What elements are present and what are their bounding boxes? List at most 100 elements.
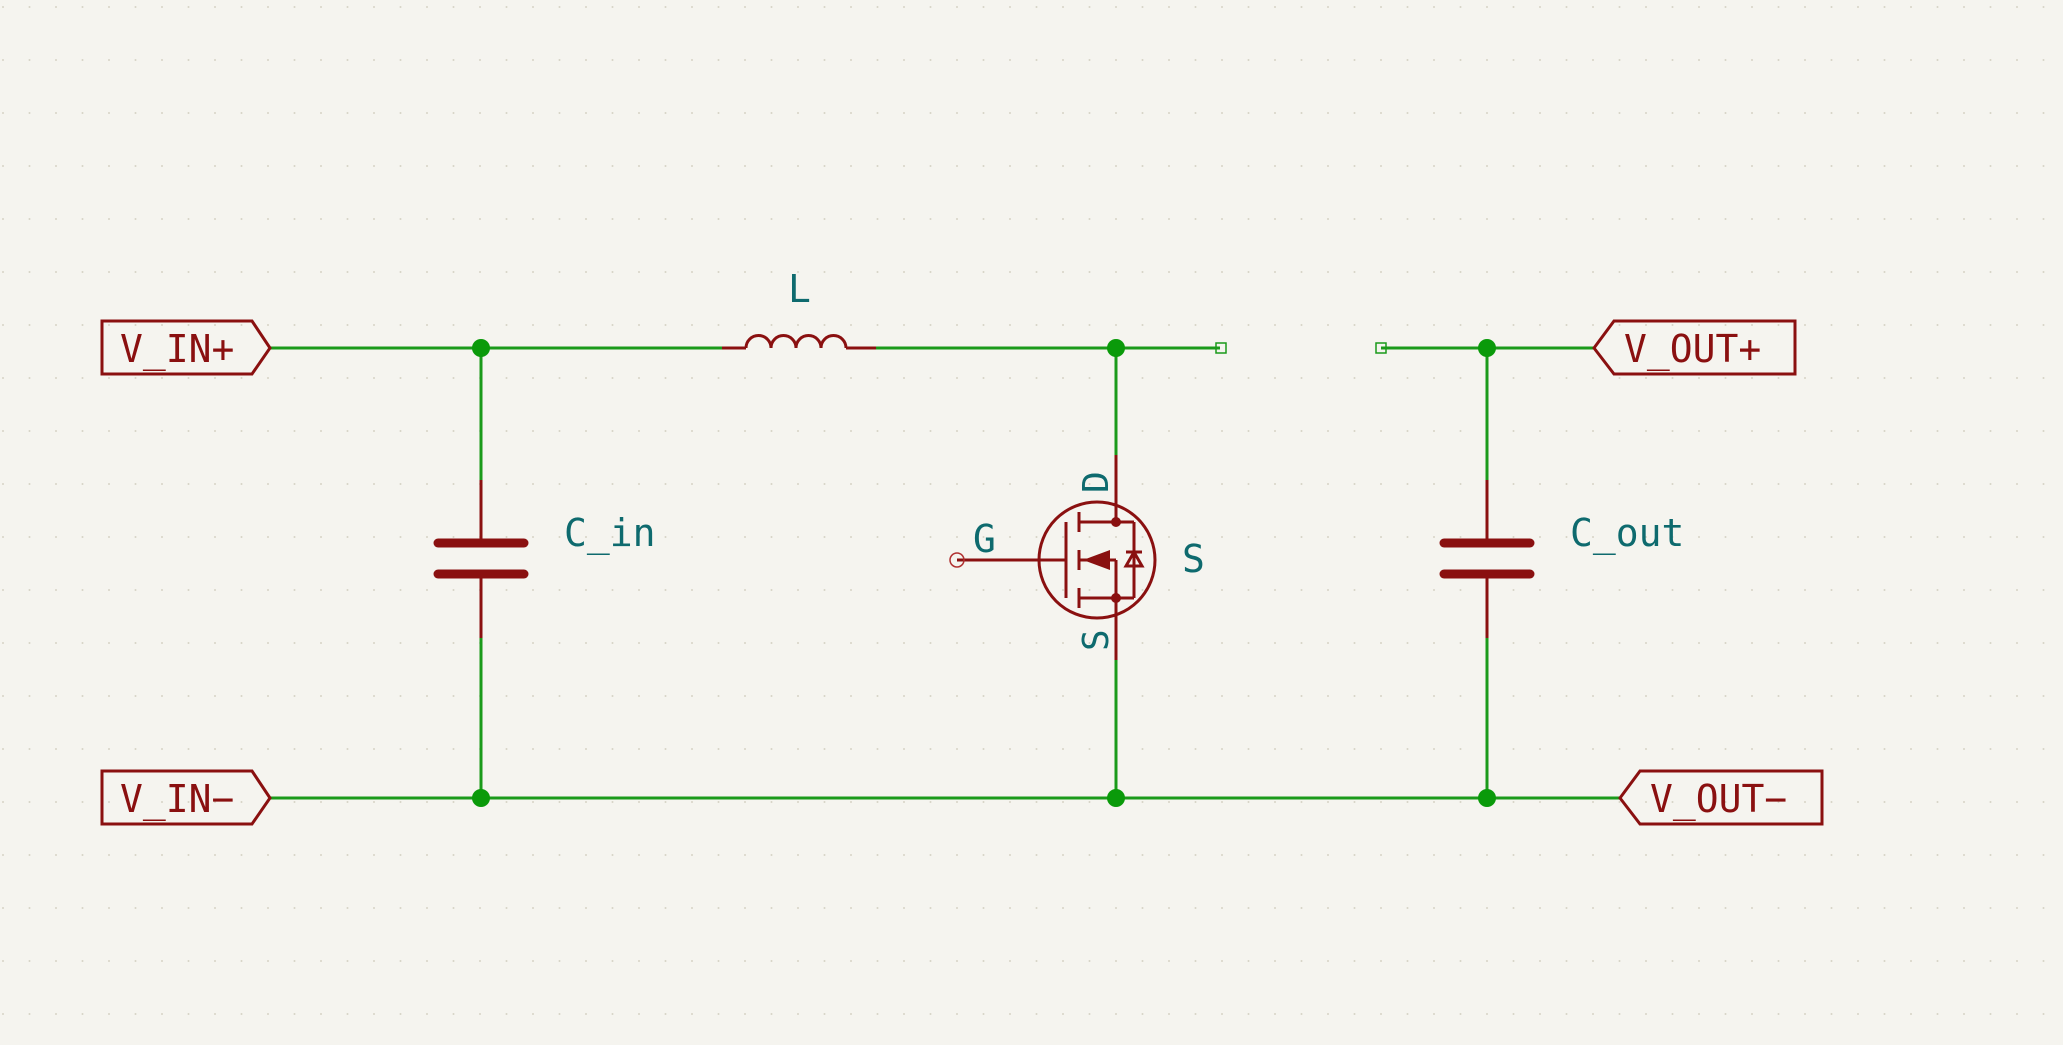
- grid-dot: [346, 801, 349, 803]
- grid-dot: [611, 165, 614, 167]
- wire-open-end-marker[interactable]: [1215, 342, 1227, 354]
- grid-dot: [214, 642, 216, 644]
- grid-dot: [1168, 907, 1170, 909]
- grid-dot: [161, 165, 163, 167]
- junction-dot[interactable]: [1107, 789, 1125, 807]
- grid-dot: [532, 271, 534, 273]
- grid-dot: [1963, 271, 1965, 273]
- grid-dot: [1910, 59, 1912, 61]
- grid-dot: [1009, 165, 1011, 167]
- grid-dot: [1459, 430, 1462, 432]
- grid-dot: [1141, 165, 1144, 167]
- capacitor-cout-symbol[interactable]: C_out: [1439, 480, 1684, 638]
- grid-dot: [505, 377, 508, 379]
- inductor-symbol[interactable]: L: [722, 267, 876, 350]
- grid-dot: [28, 6, 31, 8]
- wire-open-end-marker[interactable]: [1375, 342, 1387, 354]
- capacitor-cin-symbol[interactable]: C_in: [433, 480, 656, 638]
- port-vout-minus[interactable]: V_OUT−: [1618, 769, 1824, 826]
- grid-dot: [1353, 695, 1356, 697]
- grid-dot: [1830, 377, 1833, 379]
- grid-dot: [956, 112, 958, 114]
- grid-dot: [1777, 748, 1780, 750]
- grid-dot: [28, 536, 31, 538]
- grid-dot: [1141, 695, 1144, 697]
- grid-dot: [1883, 801, 1886, 803]
- grid-dot: [1459, 271, 1462, 273]
- grid-dot: [1221, 801, 1223, 803]
- grid-dot: [293, 165, 296, 167]
- grid-dot: [823, 536, 826, 538]
- port-vin-plus[interactable]: V_IN+: [100, 319, 272, 376]
- grid-dot: [1565, 960, 1568, 962]
- grid-dot: [1141, 960, 1144, 962]
- mosfet-symbol[interactable]: G S D S: [949, 455, 1205, 660]
- grid-dot: [1910, 536, 1912, 538]
- grid-dot: [214, 536, 216, 538]
- grid-dot: [1274, 271, 1276, 273]
- grid-dot: [1062, 324, 1064, 326]
- grid-dot: [1274, 907, 1276, 909]
- grid-dot: [452, 165, 455, 167]
- port-vout-plus[interactable]: V_OUT+: [1592, 319, 1797, 376]
- inductor-label: L: [788, 267, 811, 311]
- junction-dot[interactable]: [472, 339, 490, 357]
- grid-dot: [320, 377, 322, 379]
- grid-dot: [108, 960, 110, 962]
- grid-dot: [452, 112, 455, 114]
- junction-dot[interactable]: [1478, 339, 1496, 357]
- grid-dot: [320, 960, 322, 962]
- grid-dot: [320, 748, 322, 750]
- grid-dot: [1724, 483, 1727, 485]
- grid-dot: [1300, 6, 1303, 8]
- grid-dot: [611, 218, 614, 220]
- grid-dot: [717, 324, 720, 326]
- grid-dot: [1009, 430, 1011, 432]
- grid-dot: [1512, 324, 1515, 326]
- gate-pin-end[interactable]: [949, 552, 965, 568]
- grid-dot: [1062, 483, 1064, 485]
- grid-dot: [161, 377, 163, 379]
- grid-dot: [346, 748, 349, 750]
- grid-dot: [346, 218, 349, 220]
- grid-dot: [1724, 430, 1727, 432]
- grid-dot: [214, 589, 216, 591]
- grid-dot: [505, 748, 508, 750]
- grid-dot: [1459, 483, 1462, 485]
- junction-dot[interactable]: [1478, 789, 1496, 807]
- grid-dot: [1698, 483, 1700, 485]
- grid-dot: [293, 218, 296, 220]
- grid-dot: [1724, 854, 1727, 856]
- grid-dot: [638, 854, 640, 856]
- grid-dot: [1221, 430, 1223, 432]
- junction-dot[interactable]: [1107, 339, 1125, 357]
- grid-dot: [664, 59, 667, 61]
- grid-dot: [956, 748, 958, 750]
- grid-dot: [903, 377, 905, 379]
- port-vin-minus[interactable]: V_IN−: [100, 769, 272, 826]
- grid-dot: [982, 324, 985, 326]
- grid-dot: [1645, 430, 1647, 432]
- grid-dot: [1512, 6, 1515, 8]
- grid-dot: [452, 589, 455, 591]
- grid-dot: [850, 112, 852, 114]
- grid-dot: [770, 695, 773, 697]
- grid-dot: [81, 430, 84, 432]
- grid-dot: [744, 165, 746, 167]
- grid-dot: [1910, 960, 1912, 962]
- grid-dot: [452, 536, 455, 538]
- grid-dot: [717, 642, 720, 644]
- grid-dot: [452, 801, 455, 803]
- junction-dot[interactable]: [472, 789, 490, 807]
- grid-dot: [1221, 589, 1223, 591]
- grid-dot: [161, 483, 163, 485]
- grid-dot: [426, 1013, 428, 1015]
- grid-dot: [1751, 801, 1753, 803]
- grid-dot: [1963, 324, 1965, 326]
- grid-dot: [1751, 907, 1753, 909]
- grid-dot: [1857, 59, 1859, 61]
- grid-dot: [320, 271, 322, 273]
- grid-dot: [1618, 642, 1621, 644]
